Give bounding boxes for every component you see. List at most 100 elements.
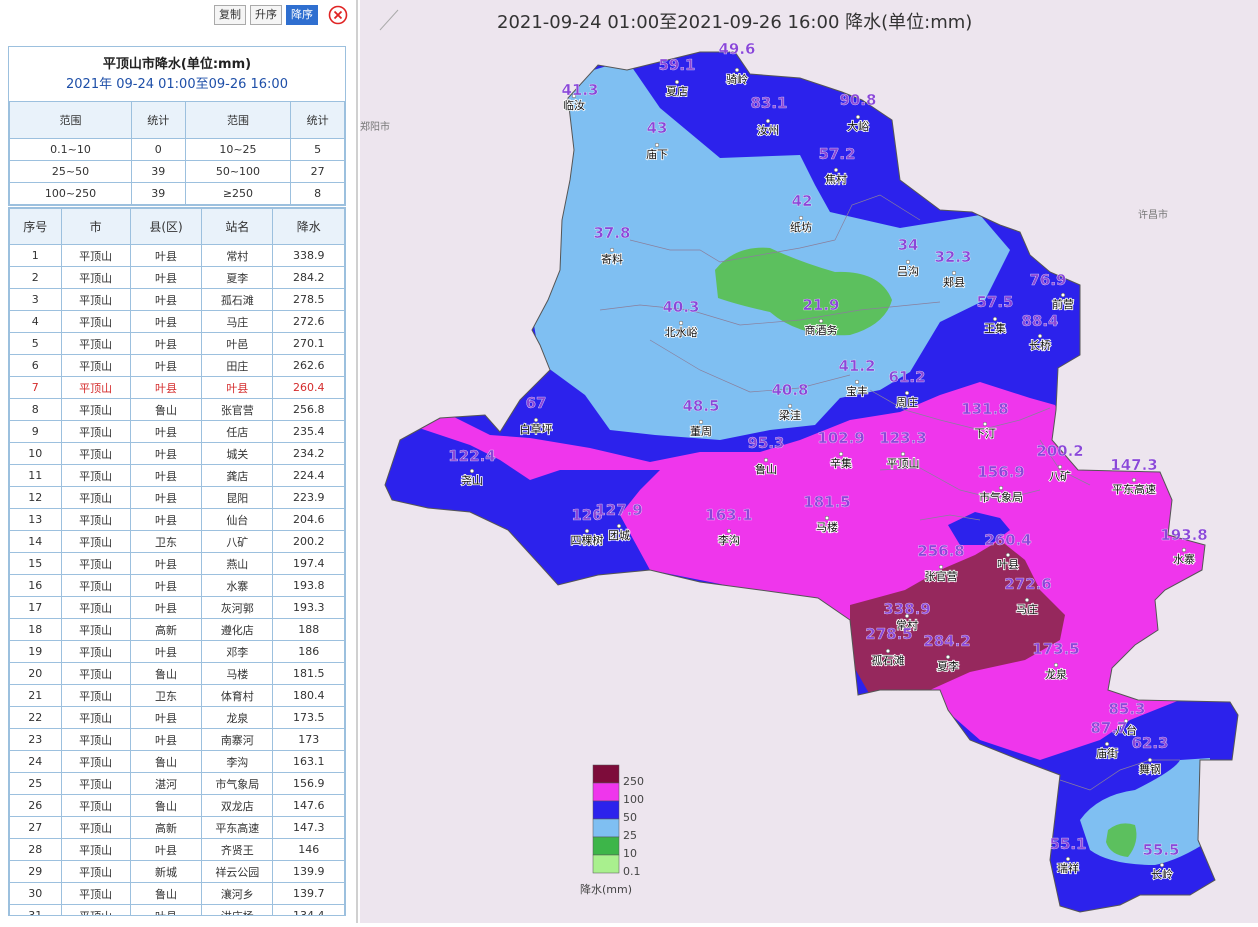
table-row[interactable]: 4 平顶山 叶县 马庄 272.6 — [9, 310, 345, 333]
list-header-cell[interactable]: 县(区) — [129, 208, 203, 245]
station-marker[interactable]: 284.2 夏李 — [923, 632, 971, 674]
station-marker[interactable]: 57.2 焦村 — [818, 145, 855, 187]
station-dot — [900, 451, 906, 457]
station-marker[interactable]: 43 庙下 — [645, 119, 669, 162]
table-row[interactable]: 30 平顶山 鲁山 瀼河乡 139.7 — [9, 882, 345, 905]
table-row[interactable]: 10 平顶山 叶县 城关 234.2 — [9, 442, 345, 465]
table-row[interactable]: 8 平顶山 鲁山 张官营 256.8 — [9, 398, 345, 421]
station-marker[interactable]: 163.1 李沟 — [705, 506, 753, 548]
table-row[interactable]: 23 平顶山 叶县 南寨河 173 — [9, 728, 345, 751]
table-row[interactable]: 27 平顶山 高新 平东高速 147.3 — [9, 816, 345, 839]
table-row[interactable]: 19 平顶山 叶县 邓李 186 — [9, 640, 345, 663]
table-row[interactable]: 7 平顶山 叶县 叶县 260.4 — [9, 376, 345, 399]
station-marker[interactable]: 90.8 大峪 — [839, 91, 876, 134]
station-marker[interactable]: 126 四棵树 — [570, 506, 605, 548]
station-marker[interactable]: 55.5 长岭 — [1142, 841, 1179, 882]
table-row[interactable]: 25 平顶山 湛河 市气象局 156.9 — [9, 772, 345, 795]
table-row[interactable]: 20 平顶山 鲁山 马楼 181.5 — [9, 662, 345, 685]
table-row[interactable]: 29 平顶山 新城 祥云公园 139.9 — [9, 860, 345, 883]
table-row[interactable]: 6 平顶山 叶县 田庄 262.6 — [9, 354, 345, 377]
station-marker[interactable]: 67 白草坪 — [519, 394, 554, 437]
station-marker[interactable]: 83.1 汝州 — [750, 94, 787, 138]
table-row[interactable]: 28 平顶山 叶县 齐贤王 146 — [9, 838, 345, 861]
close-icon[interactable] — [328, 5, 348, 25]
list-header-cell[interactable]: 序号 — [9, 208, 62, 245]
table-row[interactable]: 12 平顶山 叶县 昆阳 223.9 — [9, 486, 345, 509]
station-marker[interactable]: 122.4 尧山 — [448, 447, 496, 488]
table-row[interactable]: 5 平顶山 叶县 叶邑 270.1 — [9, 332, 345, 355]
list-header-cell[interactable]: 降水 — [272, 208, 345, 245]
table-cell: 平顶山 — [60, 420, 131, 443]
list-header-cell[interactable]: 站名 — [201, 208, 274, 245]
station-marker[interactable]: 32.3 郏县 — [934, 248, 971, 290]
station-marker[interactable]: 181.5 马楼 — [803, 493, 851, 535]
table-row[interactable]: 14 平顶山 卫东 八矿 200.2 — [9, 530, 345, 553]
station-marker[interactable]: 95.3 鲁山 — [747, 434, 784, 477]
station-marker[interactable]: 37.8 寄料 — [593, 224, 630, 267]
station-marker[interactable]: 41.2 宝丰 — [838, 357, 875, 399]
table-row[interactable]: 21 平顶山 卫东 体育村 180.4 — [9, 684, 345, 707]
list-header-cell[interactable]: 市 — [60, 208, 131, 245]
table-cell: 平顶山 — [60, 244, 131, 267]
table-row[interactable]: 26 平顶山 鲁山 双龙店 147.6 — [9, 794, 345, 817]
station-marker[interactable]: 55.1 瑞祥 — [1049, 835, 1086, 876]
rainfall-map[interactable]: 郑阳市 许昌市 49.6 骑岭 59.1 夏店 41.3 临汝 83.1 汝州 90.8 大峪 43… — [360, 0, 1258, 923]
station-marker[interactable]: 87.7 庙街 — [1090, 719, 1127, 761]
table-row[interactable]: 13 平顶山 叶县 仙台 204.6 — [9, 508, 345, 531]
zone-10-25 — [715, 247, 892, 336]
station-marker[interactable]: 127.9 团城 — [595, 501, 643, 543]
table-row[interactable]: 31 平顶山 叶县 洪庄杨 134.4 — [9, 904, 345, 915]
station-list[interactable]: 序号市县(区) 站名 降水 1 平顶山 叶县 常村 338.9 2 平顶山 叶县 夏李 284.2 3 平… — [8, 207, 346, 916]
station-marker[interactable]: 147.3 平东高速 — [1110, 456, 1158, 497]
station-marker[interactable]: 278.5 孤石滩 — [865, 625, 913, 668]
station-marker[interactable]: 102.9 辛集 — [817, 429, 865, 471]
table-cell: 孤石滩 — [201, 288, 274, 311]
table-row[interactable]: 11 平顶山 叶县 龚店 224.4 — [9, 464, 345, 487]
table-row[interactable]: 18 平顶山 高新 遵化店 188 — [9, 618, 345, 641]
station-marker[interactable]: 193.8 水寨 — [1160, 526, 1208, 567]
table-row[interactable]: 3 平顶山 叶县 孤石滩 278.5 — [9, 288, 345, 311]
table-row[interactable]: 15 平顶山 叶县 燕山 197.4 — [9, 552, 345, 575]
table-row[interactable]: 2 平顶山 叶县 夏李 284.2 — [9, 266, 345, 289]
station-marker[interactable]: 85.3 八台 — [1108, 700, 1145, 738]
table-cell: 平顶山 — [60, 508, 131, 531]
station-marker[interactable]: 48.5 董周 — [682, 397, 719, 439]
table-row[interactable]: 24 平顶山 鲁山 李沟 163.1 — [9, 750, 345, 773]
station-marker[interactable]: 260.4 叶县 — [984, 531, 1032, 572]
table-row[interactable]: 16 平顶山 叶县 水寨 193.8 — [9, 574, 345, 597]
station-marker[interactable]: 76.9 前营 — [1029, 271, 1074, 312]
station-marker[interactable]: 156.9 市气象局 — [977, 463, 1025, 505]
station-marker[interactable]: 21.9 商酒务 — [802, 296, 839, 338]
table-row[interactable]: 9 平顶山 叶县 任店 235.4 — [9, 420, 345, 443]
station-marker[interactable]: 256.8 张官营 — [917, 542, 965, 584]
station-marker[interactable]: 200.2 八矿 — [1036, 442, 1084, 484]
copy-button[interactable]: 复制 — [214, 5, 246, 25]
station-marker[interactable]: 272.6 马庄 — [1004, 575, 1052, 617]
station-marker[interactable]: 40.8 梁洼 — [771, 381, 808, 423]
station-marker[interactable]: 59.1 夏店 — [658, 56, 695, 99]
table-row[interactable]: 22 平顶山 叶县 龙泉 173.5 — [9, 706, 345, 729]
station-marker[interactable]: 41.3临汝 — [561, 81, 598, 113]
station-value: 126 — [571, 506, 602, 524]
station-marker[interactable]: 40.3 北水峪 — [662, 298, 699, 340]
station-marker[interactable]: 62.3 舞钢 — [1131, 734, 1168, 777]
station-marker[interactable]: 123.3 平顶山 — [879, 429, 927, 471]
station-marker[interactable]: 49.6 骑岭 — [718, 40, 755, 87]
station-dot — [698, 419, 704, 425]
table-cell: 7 — [9, 376, 62, 399]
station-marker[interactable]: 173.5 龙泉 — [1032, 640, 1080, 682]
sort-asc-button[interactable]: 升序 — [250, 5, 282, 25]
sort-desc-button[interactable]: 降序 — [286, 5, 318, 25]
table-row[interactable]: 17 平顶山 叶县 灰河郭 193.3 — [9, 596, 345, 619]
table-cell: 平顶山 — [60, 684, 131, 707]
station-marker[interactable]: 42 纸坊 — [789, 192, 813, 235]
station-marker[interactable]: 34 吕沟 — [896, 236, 920, 279]
table-row[interactable]: 1 平顶山 叶县 常村 338.9 — [9, 244, 345, 267]
station-marker[interactable]: 88.4 长桥 — [1021, 312, 1058, 353]
table-cell: 城关 — [201, 442, 274, 465]
station-marker[interactable]: 338.9常村 — [883, 600, 931, 633]
station-marker[interactable]: 131.8 下汀 — [961, 400, 1009, 441]
station-dot — [616, 523, 622, 529]
station-marker[interactable]: 57.5 王集 — [976, 293, 1013, 336]
station-marker[interactable]: 61.2 周庄 — [888, 368, 925, 410]
